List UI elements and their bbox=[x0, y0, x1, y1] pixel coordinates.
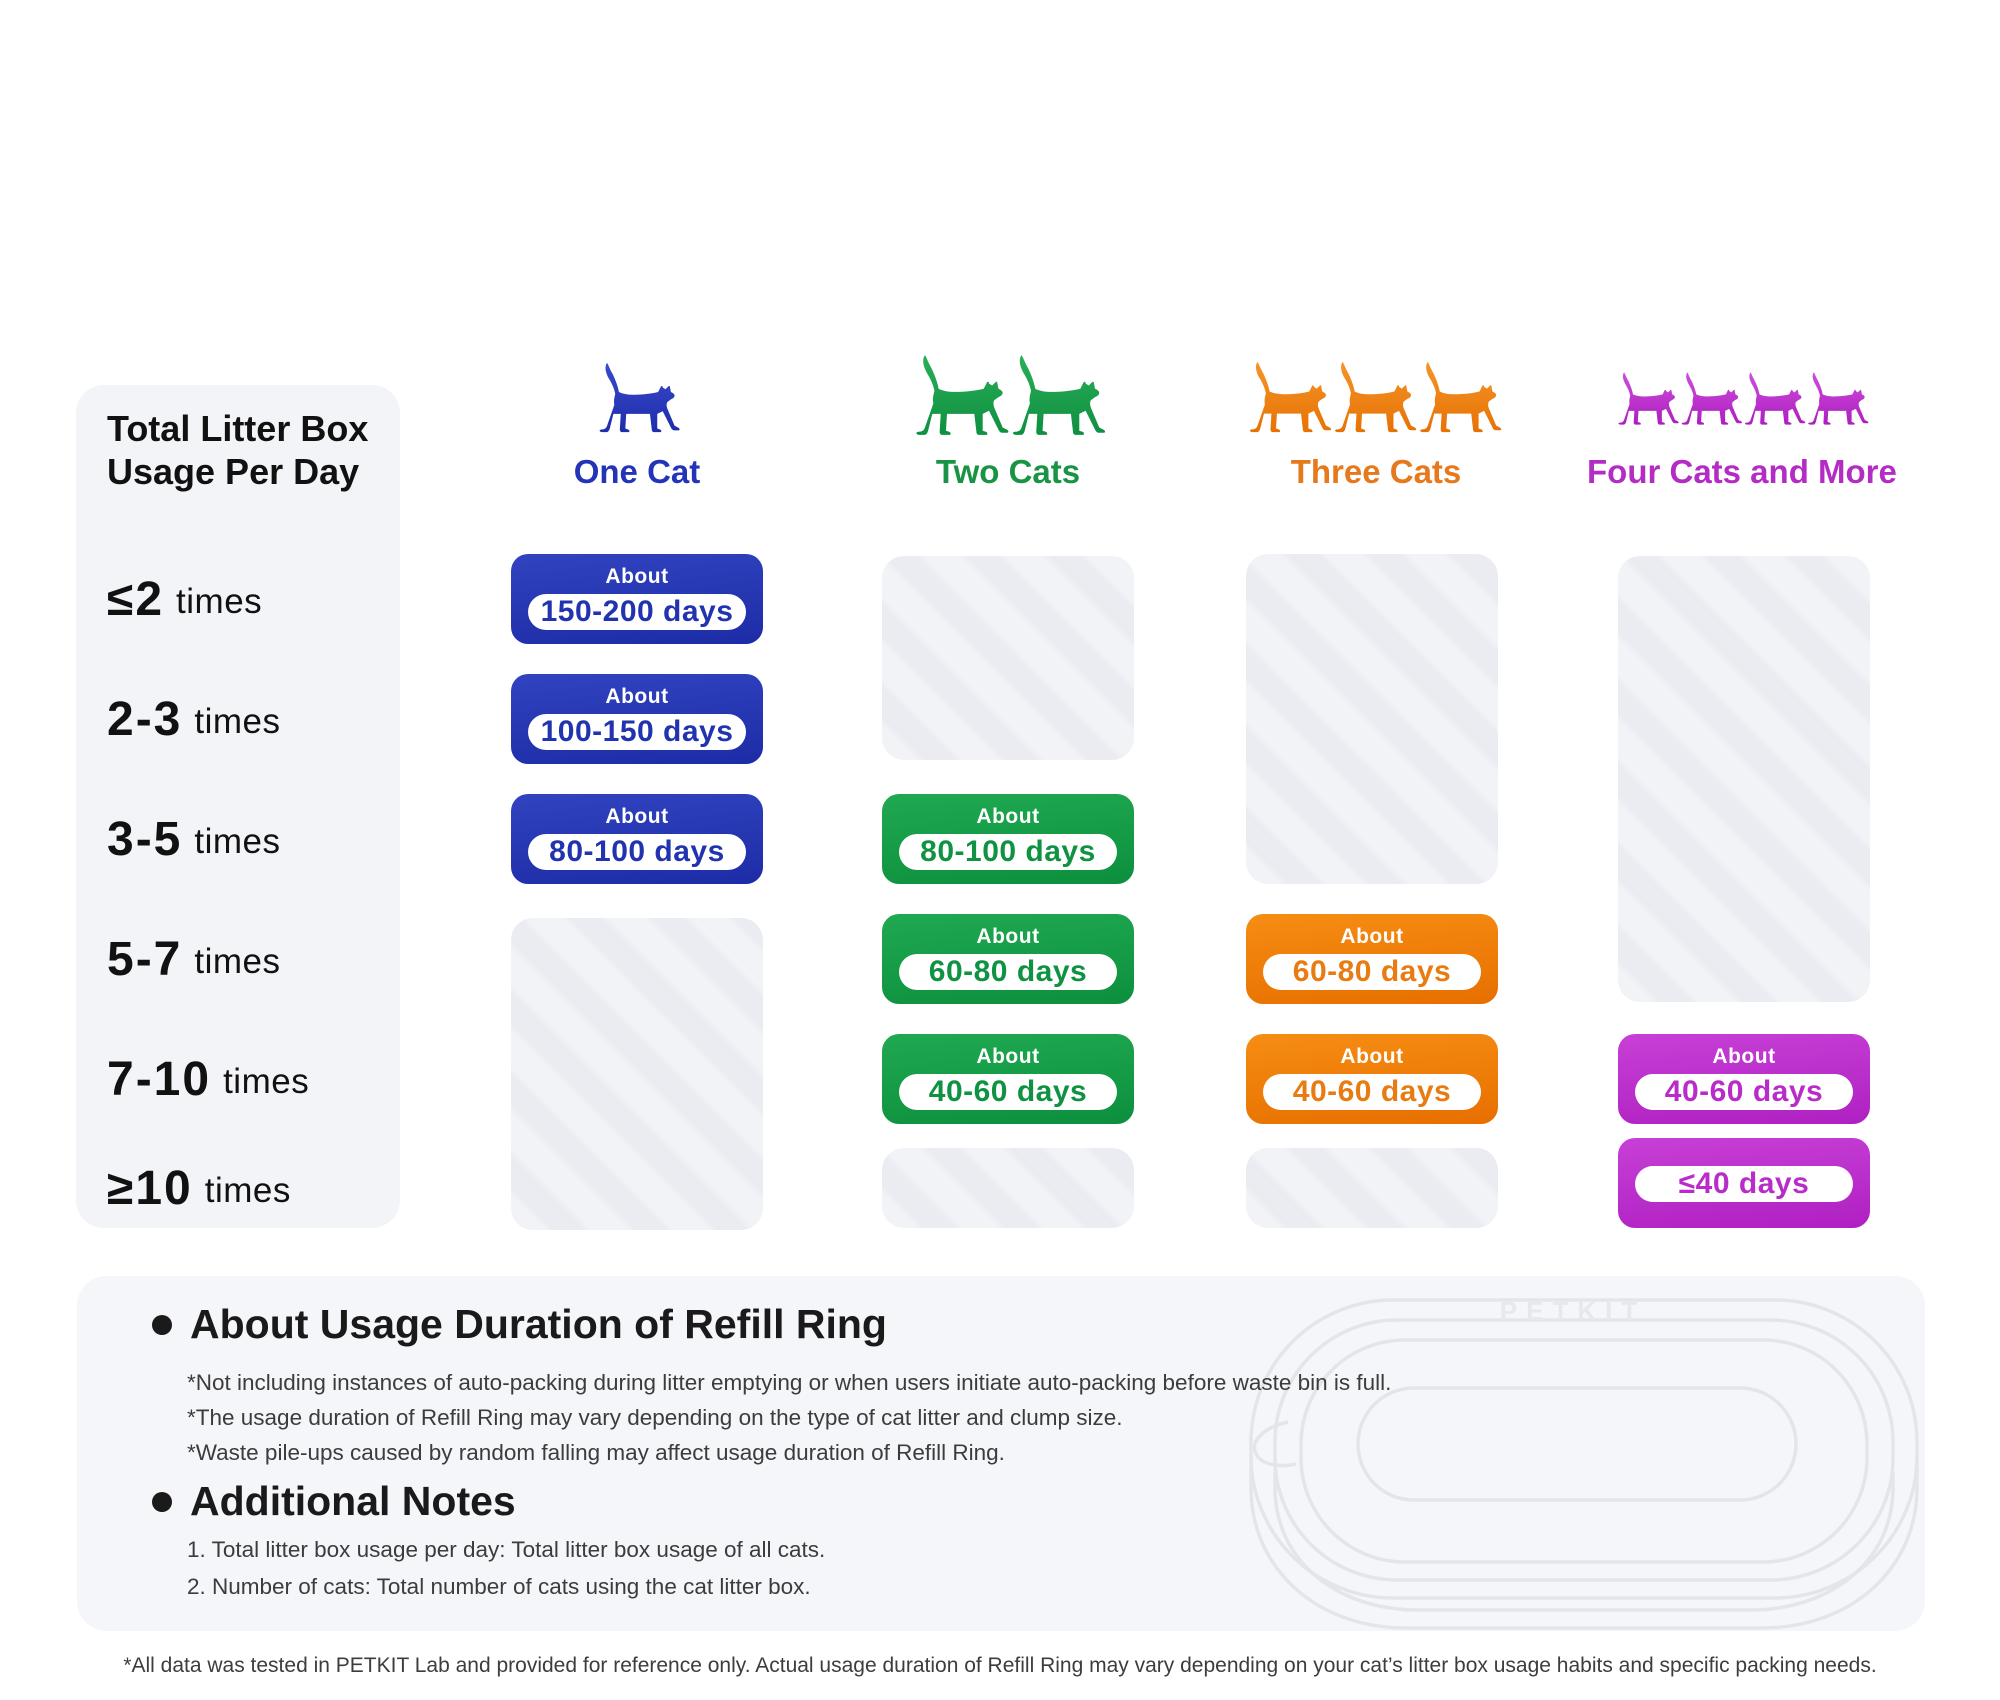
svg-text:PETKIT: PETKIT bbox=[1500, 1296, 1646, 1326]
